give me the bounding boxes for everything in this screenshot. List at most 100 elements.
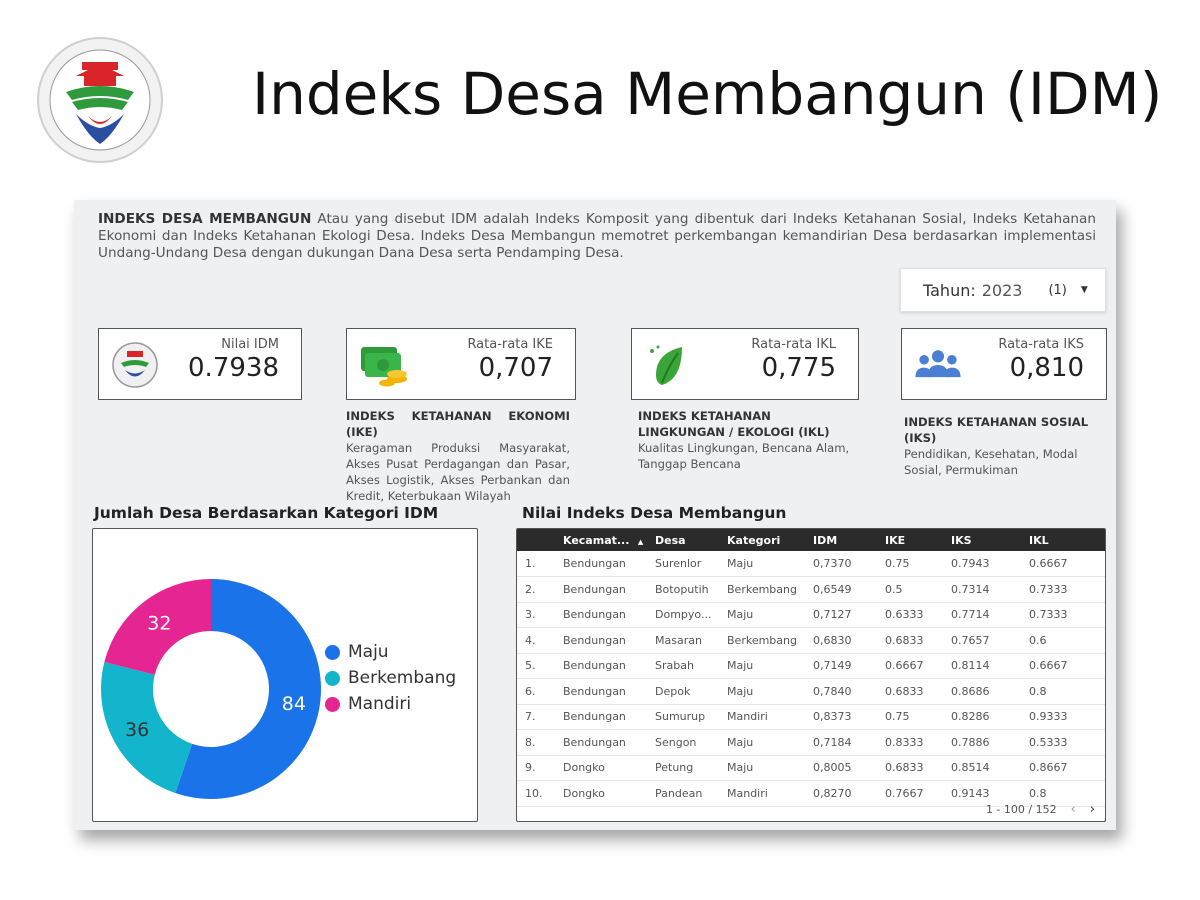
table-cell: Dompyo...: [647, 602, 719, 628]
table-cell: 0,8005: [805, 755, 877, 781]
table-row[interactable]: 3. Bendungan Dompyo... Maju 0,7127 0.6333 0.77…: [517, 602, 1105, 628]
kpi-iks-value: 0,810: [1009, 353, 1084, 383]
table-cell: 0.75: [877, 551, 943, 577]
table-cell: 0.9143: [943, 780, 1021, 807]
legend-label: Maju: [348, 642, 389, 662]
table-cell: 0.6667: [877, 653, 943, 679]
table-cell: 0,6549: [805, 576, 877, 603]
kpi-card-iks: Rata-rata IKS 0,810: [901, 328, 1107, 400]
ikl-description-text: Kualitas Lingkungan, Bencana Alam, Tangg…: [638, 441, 850, 471]
table-cell: 0.6833: [877, 755, 943, 781]
table-cell: 2.: [517, 576, 555, 603]
year-filter-value: 2023: [981, 280, 1023, 300]
kpi-ike-label: Rata-rata IKE: [467, 337, 553, 352]
donut-chart: 84 36 32: [101, 579, 322, 799]
donut-label-mandiri: 32: [147, 613, 171, 635]
table-cell: 0.6833: [877, 627, 943, 654]
table-cell: Petung: [647, 755, 719, 781]
donut-slice-maju[interactable]: [175, 579, 322, 799]
table-cell: 0.8686: [943, 678, 1021, 705]
column-header-desa[interactable]: Desa: [655, 533, 686, 547]
table-cell: Srabah: [647, 653, 719, 679]
table-cell: 0.8: [1021, 678, 1105, 705]
table-body: 1. Bendungan Surenlor Maju 0,7370 0.75 0.7943 0…: [517, 551, 1105, 807]
table-cell: Maju: [719, 653, 805, 679]
chevron-right-icon[interactable]: ›: [1089, 802, 1095, 817]
idm-table: Kecamat... ▲ Desa Kategori IDM IKE IKS IKL 1. B…: [517, 529, 1105, 807]
table-row[interactable]: 8. Bendungan Sengon Maju 0,7184 0.8333 0.7886 0…: [517, 729, 1105, 756]
kpi-idm-label: Nilai IDM: [221, 337, 279, 352]
legend-dot-icon: [325, 670, 340, 686]
intro-text: INDEKS DESA MEMBANGUN Atau yang disebut …: [98, 211, 1096, 262]
column-header-ike[interactable]: IKE: [885, 533, 906, 547]
kpi-ike-value: 0,707: [478, 353, 553, 383]
ministry-logo: [37, 37, 163, 163]
table-row[interactable]: 4. Bendungan Masaran Berkembang 0,6830 0.6833…: [517, 627, 1105, 654]
table-cell: 10.: [517, 780, 555, 807]
column-header-kecamat[interactable]: Kecamat... ▲: [563, 533, 644, 547]
kpi-iks-label: Rata-rata IKS: [998, 337, 1084, 352]
column-header-iks[interactable]: IKS: [951, 533, 972, 547]
ikl-description-title: INDEKS KETAHANAN LINGKUNGAN / EKOLOGI (I…: [638, 409, 830, 439]
legend-label: Berkembang: [348, 668, 457, 688]
table-cell: 3.: [517, 602, 555, 628]
people-icon: [915, 350, 961, 378]
legend-item-berkembang[interactable]: Berkembang: [325, 665, 456, 691]
table-cell: Berkembang: [719, 576, 805, 603]
table-cell: 0,7149: [805, 653, 877, 679]
table-cell: 9.: [517, 755, 555, 781]
caret-down-icon: ▼: [1080, 285, 1088, 295]
table-cell: 0.7333: [1021, 602, 1105, 628]
chevron-left-icon[interactable]: ‹: [1070, 802, 1076, 817]
kpi-idm-value: 0.7938: [188, 353, 279, 383]
table-cell: 0.7943: [943, 551, 1021, 577]
year-filter-label: Tahun:: [923, 280, 976, 300]
kpi-card-ikl: Rata-rata IKL 0,775: [631, 328, 859, 400]
table-row[interactable]: 2. Bendungan Botoputih Berkembang 0,6549 0.5 0…: [517, 576, 1105, 603]
table-row[interactable]: 1. Bendungan Surenlor Maju 0,7370 0.75 0.7943 0…: [517, 551, 1105, 577]
table-cell: 0.8286: [943, 704, 1021, 730]
column-header-ikl[interactable]: IKL: [1029, 533, 1049, 547]
idm-logo-icon: [112, 342, 158, 388]
kpi-ikl-label: Rata-rata IKL: [751, 337, 836, 352]
table-cell: Surenlor: [647, 551, 719, 577]
table-row[interactable]: 7. Bendungan Sumurup Mandiri 0,8373 0.75 0.828…: [517, 704, 1105, 730]
iks-description: INDEKS KETAHANAN SOSIAL (IKS) Pendidikan…: [904, 414, 1094, 478]
table-row[interactable]: 6. Bendungan Depok Maju 0,7840 0.6833 0.8686 0.…: [517, 678, 1105, 705]
table-cell: Bendungan: [555, 576, 647, 603]
table-row[interactable]: 10. Dongko Pandean Mandiri 0,8270 0.7667 0.914…: [517, 780, 1105, 807]
table-cell: 0.6667: [1021, 653, 1105, 679]
table-row[interactable]: 5. Bendungan Srabah Maju 0,7149 0.6667 0.8114 0…: [517, 653, 1105, 679]
table-pagination: 1 - 100 / 152 ‹ ›: [986, 802, 1095, 817]
year-filter-count: (1): [1048, 282, 1067, 298]
table-row[interactable]: 9. Dongko Petung Maju 0,8005 0.6833 0.8514 0.86…: [517, 755, 1105, 781]
table-cell: 0.7657: [943, 627, 1021, 654]
table-cell: 0.8: [1021, 780, 1105, 807]
table-cell: 4.: [517, 627, 555, 654]
column-header-kategori[interactable]: Kategori: [727, 533, 781, 547]
table-cell: 0.7886: [943, 729, 1021, 756]
table-cell: 0,7370: [805, 551, 877, 577]
table-cell: Maju: [719, 602, 805, 628]
donut-chart-card: 84 36 32 Maju Berkembang Mandiri: [92, 528, 478, 822]
idm-table-card: Kecamat... ▲ Desa Kategori IDM IKE IKS IKL 1. B…: [516, 528, 1106, 822]
table-cell: 5.: [517, 653, 555, 679]
table-cell: 0.7314: [943, 576, 1021, 603]
legend-item-mandiri[interactable]: Mandiri: [325, 691, 456, 717]
donut-section-title: Jumlah Desa Berdasarkan Kategori IDM: [94, 504, 439, 522]
table-cell: 0.8514: [943, 755, 1021, 781]
donut-slice-mandiri[interactable]: [104, 579, 211, 675]
year-filter-dropdown[interactable]: Tahun: 2023 (1) ▼: [900, 268, 1106, 312]
table-cell: 0.6333: [877, 602, 943, 628]
table-cell: Dongko: [555, 780, 647, 807]
column-header-idm[interactable]: IDM: [813, 533, 838, 547]
table-cell: Sengon: [647, 729, 719, 756]
donut-slice-berkembang[interactable]: [101, 661, 193, 794]
legend-item-maju[interactable]: Maju: [325, 639, 456, 665]
donut-label-maju: 84: [282, 693, 306, 715]
table-cell: Pandean: [647, 780, 719, 807]
ike-description-text: Keragaman Produksi Masyarakat, Akses Pus…: [346, 441, 570, 503]
caret-up-icon[interactable]: ▲: [635, 537, 644, 546]
kpi-card-ike: Rata-rata IKE 0,707: [346, 328, 576, 400]
table-cell: 0,8270: [805, 780, 877, 807]
